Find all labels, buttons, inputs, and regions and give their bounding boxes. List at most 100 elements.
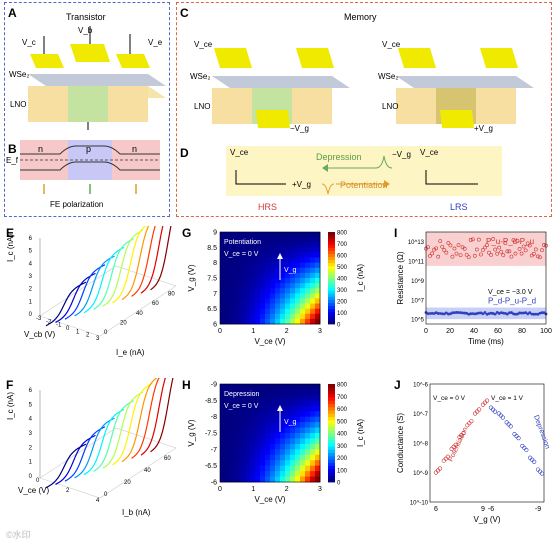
heat-cell xyxy=(315,262,321,269)
depression-point xyxy=(522,445,527,451)
heat-cell xyxy=(260,298,266,304)
heat-cell xyxy=(230,389,236,396)
x-tick-0: 0 xyxy=(218,328,222,335)
heat-cell xyxy=(270,293,276,299)
heat-cell xyxy=(285,313,291,320)
panel-a-label: A xyxy=(8,6,17,20)
heat-cell xyxy=(265,433,271,439)
heat-cell xyxy=(235,237,241,243)
colorbar-segment xyxy=(328,281,335,285)
heat-cell xyxy=(225,313,231,320)
vg-arrow-head xyxy=(277,405,283,411)
colorbar-segment xyxy=(328,268,335,273)
heat-cell xyxy=(275,267,281,274)
heat-cell xyxy=(220,283,226,289)
heat-cell xyxy=(250,267,256,274)
heat-cell xyxy=(235,471,241,477)
hrs-point xyxy=(454,251,459,256)
heat-cell xyxy=(290,394,296,401)
heat-cell xyxy=(275,313,281,320)
heat-cell xyxy=(295,318,301,325)
heat-cell xyxy=(230,449,236,456)
heat-cell xyxy=(235,416,241,423)
heat-cell xyxy=(235,252,241,258)
x-tick-0: 0 xyxy=(104,330,108,336)
heat-cell xyxy=(250,237,256,243)
panel-heatmap-condition: V_ce = 0 V xyxy=(224,251,259,258)
heat-cell xyxy=(240,313,246,320)
colorbar-segment xyxy=(328,317,335,322)
heat-cell xyxy=(240,394,246,401)
potentiation-voltage: +V_g xyxy=(292,180,311,189)
series-line-2 xyxy=(55,272,96,324)
heat-cell xyxy=(280,308,286,315)
hrs-point xyxy=(505,249,510,254)
heat-cell xyxy=(225,303,231,310)
heat-cell xyxy=(225,411,231,418)
heat-cell xyxy=(285,416,291,423)
heat-cell xyxy=(240,438,246,445)
depression-point xyxy=(524,447,529,453)
heat-cell xyxy=(310,272,316,279)
heat-cell xyxy=(295,438,301,445)
heat-cell xyxy=(260,318,266,325)
heat-cell xyxy=(245,293,251,299)
heat-cell xyxy=(305,427,311,434)
hrs-point xyxy=(519,251,524,256)
heat-cell xyxy=(235,318,241,325)
heat-cell xyxy=(220,237,226,243)
heat-cell xyxy=(270,460,276,467)
heat-cell xyxy=(285,278,291,284)
x-tick-20: 20 xyxy=(124,480,131,486)
colorbar-tick-300: 300 xyxy=(337,288,348,294)
heat-cell xyxy=(280,293,286,299)
heat-cell xyxy=(220,389,226,396)
heat-cell xyxy=(245,465,251,472)
heat-cell xyxy=(305,443,311,450)
plot-frame xyxy=(219,231,321,325)
heat-cell xyxy=(285,318,291,325)
x-tick-2: 2 xyxy=(285,328,289,335)
hrs-point xyxy=(525,241,530,246)
lrs-point xyxy=(436,312,440,315)
y-tick--9: -9 xyxy=(211,382,217,389)
heat-cell xyxy=(225,405,231,412)
heat-cell xyxy=(235,298,241,304)
y-tick-10^-7: 10^-7 xyxy=(413,412,428,418)
heat-cell xyxy=(300,298,306,304)
colorbar-segment xyxy=(328,384,335,388)
colorbar-label: I_c (nA) xyxy=(356,264,365,292)
heat-cell xyxy=(260,394,266,401)
hrs-point xyxy=(446,241,451,245)
heat-cell xyxy=(285,257,291,264)
panel-i-label: I xyxy=(394,226,398,240)
heat-cell xyxy=(315,411,321,418)
colorbar-tick-400: 400 xyxy=(337,277,348,283)
heat-cell xyxy=(255,232,261,238)
heat-cell xyxy=(300,471,306,477)
heat-cell xyxy=(285,438,291,445)
heat-cell xyxy=(295,400,301,407)
heat-cell xyxy=(305,313,311,320)
heat-cell xyxy=(295,272,301,279)
heat-cell xyxy=(235,411,241,418)
heat-cell xyxy=(305,405,311,412)
y-tick--6.5: -6.5 xyxy=(205,463,217,470)
heat-cell xyxy=(250,313,256,320)
potentiation-point xyxy=(480,402,486,407)
heat-cell xyxy=(240,405,246,412)
heat-cell xyxy=(255,247,261,253)
heat-cell xyxy=(300,389,306,396)
heat-cell xyxy=(270,438,276,445)
heat-cell xyxy=(230,298,236,304)
hrs-point xyxy=(531,251,536,256)
hrs-point xyxy=(452,246,457,251)
heat-cell xyxy=(230,438,236,445)
heat-cell xyxy=(255,405,261,412)
lrs-point xyxy=(444,311,448,315)
heat-cell xyxy=(235,422,241,428)
heat-cell xyxy=(305,400,311,407)
heat-cell xyxy=(265,427,271,434)
heat-cell xyxy=(250,283,256,289)
heat-cell xyxy=(260,308,266,315)
